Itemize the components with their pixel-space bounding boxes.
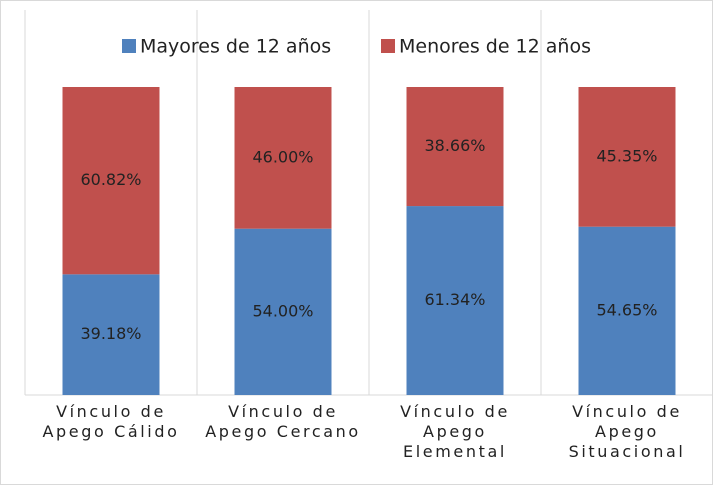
bar-segment <box>62 274 160 395</box>
legend-swatch <box>381 39 395 53</box>
legend-swatch <box>122 39 136 53</box>
bar-segment <box>406 87 504 207</box>
value-label: 45.35% <box>596 146 657 165</box>
bar-segment <box>578 87 676 227</box>
value-label: 38.66% <box>424 136 485 155</box>
x-tick-label: Vínculo de Apego Situacional <box>568 402 686 461</box>
value-label: 46.00% <box>252 147 313 166</box>
bar-segment <box>406 206 504 395</box>
bar-segment <box>234 228 332 395</box>
value-label: 61.34% <box>424 290 485 309</box>
value-label: 39.18% <box>80 324 141 343</box>
value-label: 60.82% <box>80 170 141 189</box>
x-tick-label: Vínculo de Apego Cercano <box>205 402 361 441</box>
bar-segment <box>234 87 332 229</box>
value-label: 54.00% <box>252 301 313 320</box>
x-tick-label: Vínculo de Apego Cálido <box>42 402 180 441</box>
legend-label: Mayores de 12 años <box>140 36 331 58</box>
x-tick-label: Vínculo de Apego Elemental <box>400 402 510 461</box>
value-label: 54.65% <box>596 300 657 319</box>
bar-segment <box>578 226 676 395</box>
legend-label: Menores de 12 años <box>399 36 591 58</box>
bar-segment <box>62 87 160 275</box>
